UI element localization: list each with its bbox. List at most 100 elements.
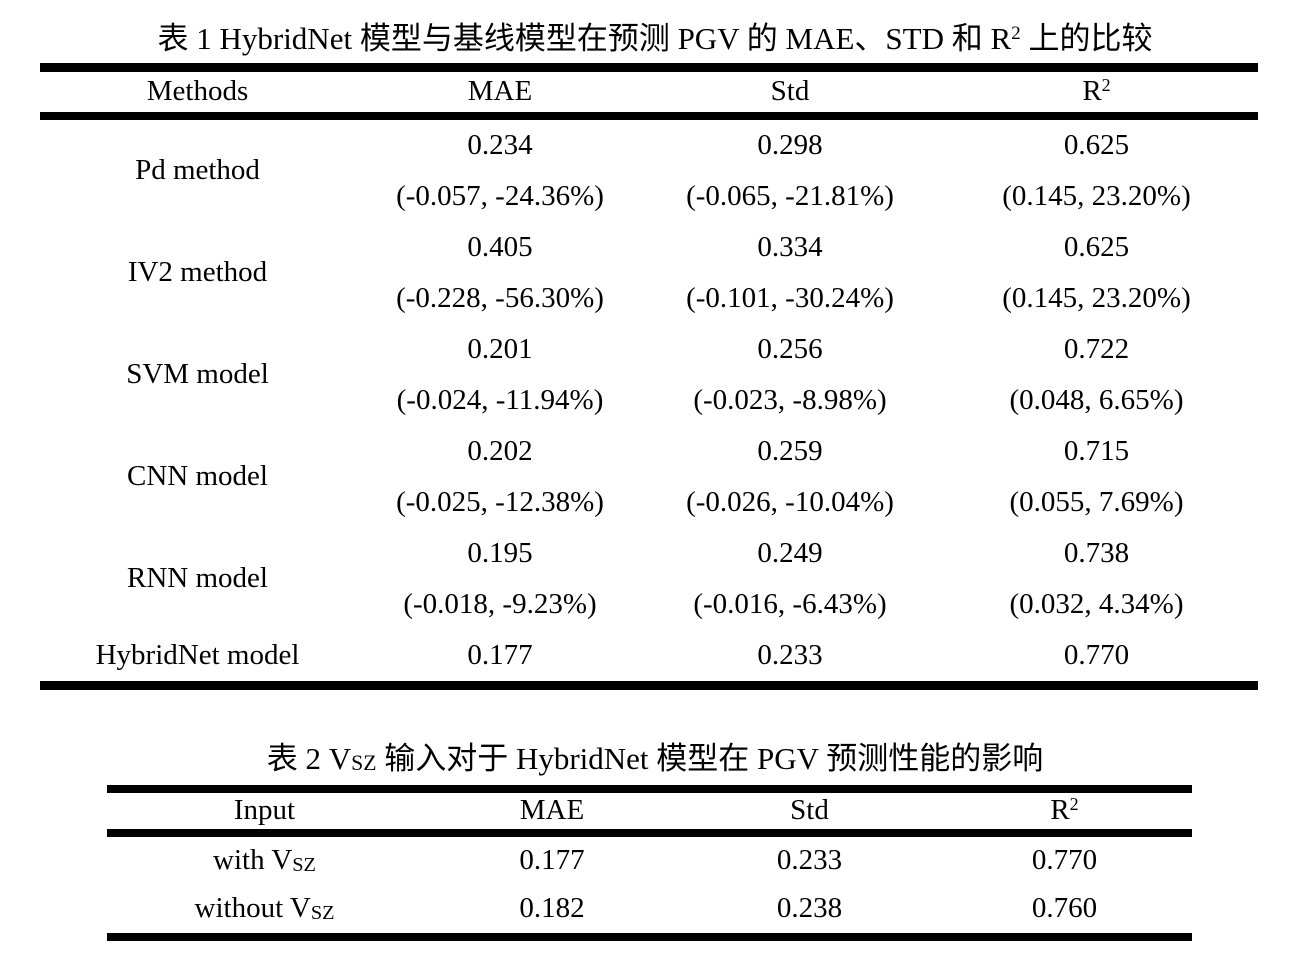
table1-title: 表 1 HybridNet 模型与基线模型在预测 PGV 的 MAE、STD 和… bbox=[0, 0, 1310, 63]
table-row: SVM model 0.201 (-0.024, -11.94%) 0.256 … bbox=[40, 324, 1258, 426]
table-row: HybridNet model 0.177 0.233 0.770 bbox=[40, 630, 1258, 686]
input-label: with VSZ bbox=[107, 833, 422, 885]
table1-title-text: 表 1 HybridNet 模型与基线模型在预测 PGV 的 MAE、STD 和… bbox=[157, 21, 1012, 56]
std-delta: (-0.101, -30.24%) bbox=[686, 281, 894, 314]
mae-cell: 0.201 (-0.024, -11.94%) bbox=[355, 324, 645, 426]
r2-value: 0.722 bbox=[1063, 332, 1130, 365]
r2-value: 0.770 bbox=[1031, 844, 1098, 876]
r2-value: 0.738 bbox=[1063, 536, 1130, 569]
mae-delta: (-0.025, -12.38%) bbox=[396, 485, 604, 518]
r2-cell: 0.625 (0.145, 23.20%) bbox=[935, 222, 1258, 324]
method-label: SVM model bbox=[126, 358, 269, 390]
std-value: 0.298 bbox=[757, 128, 823, 161]
r2-value: 0.625 bbox=[1063, 230, 1130, 263]
col-header-methods: Methods bbox=[146, 75, 249, 108]
r2-cell: 0.715 (0.055, 7.69%) bbox=[935, 426, 1258, 528]
ablation-table-header: Input MAE Std R2 bbox=[107, 789, 1192, 833]
r2-cell: 0.738 (0.032, 4.34%) bbox=[935, 528, 1258, 630]
input-label-text: without V bbox=[194, 892, 311, 924]
std-value: 0.256 bbox=[757, 332, 823, 365]
mae-delta: (-0.018, -9.23%) bbox=[403, 587, 597, 620]
table2-title-text-end: 输入对于 HybridNet 模型在 PGV 预测性能的影响 bbox=[376, 740, 1044, 776]
col-header-std: Std bbox=[770, 75, 810, 108]
table-row: Pd method 0.234 (-0.057, -24.36%) 0.298 … bbox=[40, 116, 1258, 222]
table-row: IV2 method 0.405 (-0.228, -56.30%) 0.334… bbox=[40, 222, 1258, 324]
std-cell: 0.249 (-0.016, -6.43%) bbox=[645, 528, 935, 630]
mae-delta: (-0.228, -56.30%) bbox=[396, 281, 604, 314]
table2-title-text: 表 2 V bbox=[266, 740, 352, 776]
table-row: RNN model 0.195 (-0.018, -9.23%) 0.249 (… bbox=[40, 528, 1258, 630]
ablation-table: Input MAE Std R2 with VSZ 0.177 0.233 0.… bbox=[107, 784, 1192, 941]
mae-delta: (-0.024, -11.94%) bbox=[396, 383, 604, 416]
table-row: CNN model 0.202 (-0.025, -12.38%) 0.259 … bbox=[40, 426, 1258, 528]
std-cell: 0.298 (-0.065, -21.81%) bbox=[645, 116, 935, 222]
r2-superscript: 2 bbox=[1069, 794, 1079, 815]
col-header-mae: MAE bbox=[519, 794, 585, 826]
mae-cell: 0.202 (-0.025, -12.38%) bbox=[355, 426, 645, 528]
r2-value: 0.770 bbox=[1063, 638, 1130, 671]
r2-delta: (0.032, 4.34%) bbox=[1009, 587, 1184, 620]
mae-cell: 0.234 (-0.057, -24.36%) bbox=[355, 116, 645, 222]
r2-value: 0.625 bbox=[1063, 128, 1130, 161]
comparison-table: Methods MAE Std R2 Pd method 0.234 (-0.0… bbox=[40, 63, 1258, 690]
r2-cell: 0.625 (0.145, 23.20%) bbox=[935, 116, 1258, 222]
input-label-text: with V bbox=[213, 844, 293, 876]
comparison-table-header: Methods MAE Std R2 bbox=[40, 68, 1258, 116]
method-label: IV2 method bbox=[127, 256, 268, 288]
table-row: without VSZ 0.182 0.238 0.760 bbox=[107, 885, 1192, 937]
header-row: Input MAE Std R2 bbox=[107, 789, 1192, 833]
method-label: HybridNet model bbox=[95, 638, 300, 671]
std-cell: 0.259 (-0.026, -10.04%) bbox=[645, 426, 935, 528]
col-header-r2: R2 bbox=[935, 68, 1258, 116]
std-cell: 0.233 bbox=[645, 630, 935, 686]
table1-title-superscript: 2 bbox=[1011, 23, 1021, 45]
input-label-subscript: SZ bbox=[310, 901, 335, 924]
mae-cell: 0.177 bbox=[355, 630, 645, 686]
r2-value: 0.760 bbox=[1031, 892, 1098, 924]
mae-delta: (-0.057, -24.36%) bbox=[396, 179, 604, 212]
std-value: 0.238 bbox=[776, 892, 843, 924]
std-value: 0.233 bbox=[776, 844, 843, 876]
std-cell: 0.334 (-0.101, -30.24%) bbox=[645, 222, 935, 324]
mae-cell: 0.405 (-0.228, -56.30%) bbox=[355, 222, 645, 324]
col-header-mae: MAE bbox=[467, 75, 533, 108]
std-value: 0.334 bbox=[757, 230, 823, 263]
r2-delta: (0.145, 23.20%) bbox=[1002, 281, 1191, 314]
header-row: Methods MAE Std R2 bbox=[40, 68, 1258, 116]
r2-base: R bbox=[1082, 75, 1102, 108]
std-delta: (-0.023, -8.98%) bbox=[693, 383, 887, 416]
r2-value: 0.715 bbox=[1063, 434, 1130, 467]
r2-delta: (0.055, 7.69%) bbox=[1009, 485, 1184, 518]
mae-value: 0.195 bbox=[467, 536, 533, 569]
r2-delta: (0.145, 23.20%) bbox=[1002, 179, 1191, 212]
std-value: 0.249 bbox=[757, 536, 823, 569]
method-label: Pd method bbox=[135, 154, 260, 186]
std-value: 0.233 bbox=[757, 638, 823, 671]
mae-value: 0.201 bbox=[467, 332, 533, 365]
mae-value: 0.177 bbox=[467, 638, 533, 671]
r2-delta: (0.048, 6.65%) bbox=[1009, 383, 1184, 416]
col-header-input: Input bbox=[233, 794, 296, 826]
mae-value: 0.234 bbox=[467, 128, 533, 161]
mae-cell: 0.195 (-0.018, -9.23%) bbox=[355, 528, 645, 630]
ablation-table-body: with VSZ 0.177 0.233 0.770 without VSZ 0… bbox=[107, 833, 1192, 937]
table-row: with VSZ 0.177 0.233 0.770 bbox=[107, 833, 1192, 885]
std-delta: (-0.065, -21.81%) bbox=[686, 179, 894, 212]
mae-value: 0.202 bbox=[467, 434, 533, 467]
std-value: 0.259 bbox=[757, 434, 823, 467]
method-label: CNN model bbox=[127, 460, 268, 492]
std-cell: 0.256 (-0.023, -8.98%) bbox=[645, 324, 935, 426]
mae-value: 0.182 bbox=[519, 892, 585, 924]
col-header-std: Std bbox=[790, 794, 829, 826]
r2-cell: 0.770 bbox=[935, 630, 1258, 686]
table1-title-text-end: 上的比较 bbox=[1020, 21, 1153, 56]
method-label: RNN model bbox=[127, 562, 268, 594]
r2-superscript: 2 bbox=[1101, 75, 1111, 96]
col-header-r2: R2 bbox=[937, 789, 1192, 833]
table2-title-subscript: SZ bbox=[351, 751, 377, 776]
std-delta: (-0.026, -10.04%) bbox=[686, 485, 894, 518]
input-label: without VSZ bbox=[107, 885, 422, 937]
r2-base: R bbox=[1050, 794, 1070, 826]
comparison-table-body: Pd method 0.234 (-0.057, -24.36%) 0.298 … bbox=[40, 116, 1258, 686]
input-label-subscript: SZ bbox=[292, 853, 316, 876]
